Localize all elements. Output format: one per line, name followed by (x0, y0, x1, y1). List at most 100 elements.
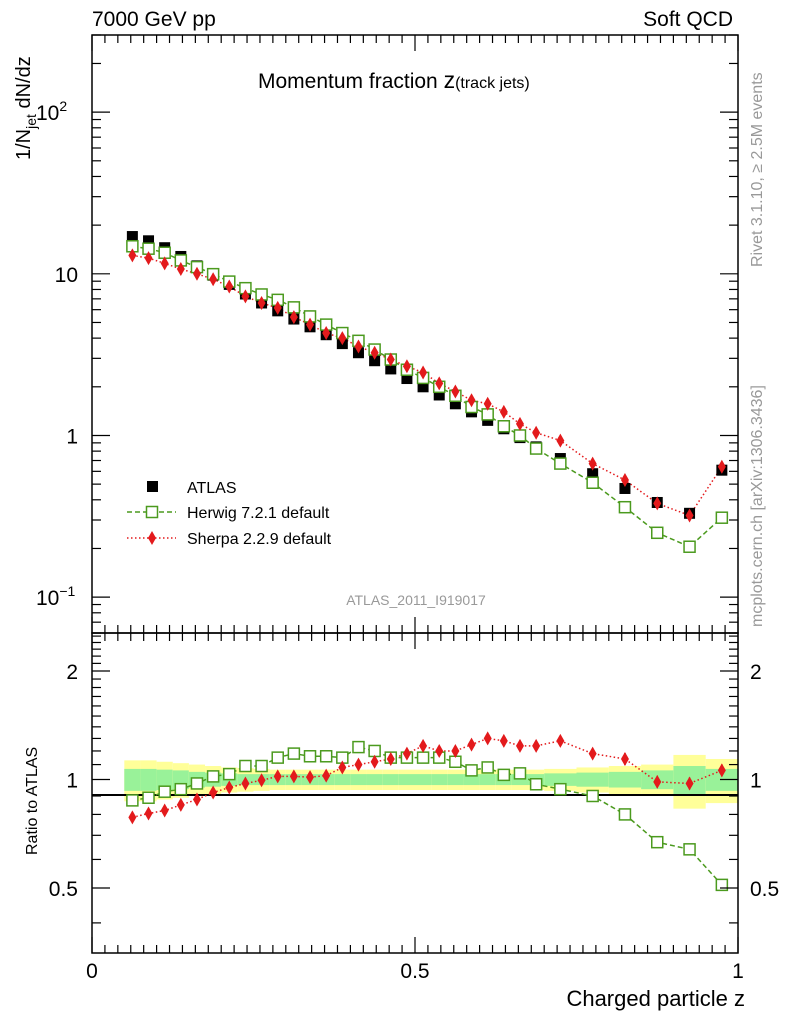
ratio-series-group (126, 731, 729, 892)
sherpa-ratio-point (306, 770, 315, 785)
herwig-ratio-point (683, 843, 696, 856)
sherpa-ratio-point (354, 757, 363, 772)
sherpa-ratio-point (717, 763, 726, 778)
band-stat (447, 774, 464, 786)
herwig-ratio-point (465, 764, 478, 777)
herwig-line (132, 245, 723, 548)
ratio-y-tick-label-left: 0.5 (49, 878, 78, 901)
sherpa-ratio-point (483, 731, 492, 746)
band-stat (544, 773, 577, 786)
main-y-label-b: dN/dz (13, 56, 35, 114)
sherpa-ratio-point (620, 751, 629, 766)
atlas-point (126, 231, 138, 243)
band-stat (334, 774, 351, 786)
herwig-point (651, 526, 664, 540)
sherpa-ratio-point (209, 785, 218, 800)
main-y-tick-base: 10 (55, 264, 78, 287)
main-y-tick-label: 10−1 (36, 583, 76, 610)
sherpa-point (620, 473, 629, 488)
main-series-group (126, 231, 729, 553)
herwig-ratio-point (586, 789, 599, 803)
band-stat (415, 774, 432, 786)
sherpa-point (556, 433, 565, 448)
sherpa-ratio-point (685, 776, 694, 791)
sherpa-ratio-point (128, 810, 137, 825)
ratio-y-tick-label-right: 1 (750, 769, 762, 792)
atlas-point (401, 373, 413, 385)
sherpa-ratio-point (144, 806, 153, 821)
herwig-point (618, 500, 632, 514)
herwig-ratio-point (554, 782, 567, 796)
band-stat (463, 774, 480, 786)
herwig-ratio-point (481, 761, 494, 774)
herwig-ratio-point (287, 747, 301, 760)
atlas-point (385, 363, 397, 375)
sherpa-ratio-point (241, 776, 250, 791)
main-y-tick-base: 10 (36, 102, 59, 125)
sherpa-ratio-point (257, 773, 266, 788)
main-y-label-sub: jet (23, 114, 39, 130)
sherpa-ratio-point (370, 754, 379, 769)
band-stat (608, 771, 642, 788)
sherpa-ratio-point (419, 738, 428, 753)
herwig-ratio-point (223, 767, 236, 781)
sherpa-ratio-point (467, 737, 476, 752)
herwig-ratio-point (142, 791, 155, 804)
x-axis-label: Charged particle z (566, 986, 745, 1011)
sherpa-point (354, 339, 363, 354)
herwig-ratio-point (529, 778, 543, 791)
sherpa-ratio-point (225, 780, 234, 795)
legend-herwig-marker (145, 505, 159, 519)
sherpa-point (192, 266, 201, 281)
herwig-point (715, 511, 729, 524)
sherpa-point (273, 300, 282, 315)
main-y-tick-exp: −1 (59, 583, 75, 599)
sherpa-ratio-point (386, 751, 395, 766)
sherpa-ratio-point (273, 769, 282, 784)
ratio-y-tick-label-left: 1 (66, 769, 78, 792)
sherpa-point (144, 251, 153, 266)
legend-item-atlas: ATLAS (147, 480, 237, 497)
x-tick-label: 1 (732, 960, 744, 983)
band-stat (398, 774, 415, 786)
atlas-point (433, 389, 445, 401)
sherpa-point (370, 345, 379, 360)
band-stat (431, 774, 448, 786)
herwig-ratio-point (126, 794, 139, 807)
main-y-tick-label: 10 (55, 264, 78, 287)
sherpa-point (176, 262, 185, 277)
main-y-tick-label: 1 (66, 425, 78, 448)
herwig-point (586, 476, 599, 489)
sherpa-ratio-point (176, 797, 185, 812)
sherpa-ratio-point (515, 738, 524, 753)
mcplots-label: mcplots.cern.ch [arXiv:1306.3436] (749, 385, 766, 627)
legend-item-sherpa: Sherpa 2.2.9 default (127, 531, 332, 548)
main-y-axis-label: 1/Njet dN/dz (13, 56, 39, 160)
herwig-ratio-point (271, 751, 284, 764)
herwig-ratio-point (158, 785, 171, 798)
herwig-point (513, 429, 527, 442)
ratio-x-axis: 0 0.5 1 (86, 633, 744, 983)
sherpa-point (435, 376, 444, 391)
band-stat (382, 774, 399, 786)
main-x-axis (91, 35, 739, 633)
sherpa-ratio-point (402, 746, 411, 761)
sherpa-ratio-point (499, 733, 508, 748)
band-stat (576, 772, 609, 787)
herwig-ratio-point (352, 740, 365, 754)
atlas-point (619, 482, 631, 494)
band-stat (156, 769, 173, 791)
band-stat (140, 768, 157, 791)
ratio-y-tick-label-right: 2 (750, 661, 762, 684)
plot-title-sub: (track jets) (455, 75, 530, 92)
herwig-ratio-point (174, 782, 188, 796)
legend-item-herwig: Herwig 7.2.1 default (127, 505, 330, 522)
sherpa-point (532, 425, 541, 440)
rivet-version-label: Rivet 3.1.10, ≥ 2.5M events (749, 72, 766, 267)
herwig-ratio-point (715, 878, 729, 892)
legend: ATLAS Herwig 7.2.1 default Sherpa 2.2.9 … (127, 480, 332, 548)
main-plot-area (126, 231, 729, 553)
sherpa-point (588, 456, 597, 471)
sherpa-ratio-point (451, 743, 460, 758)
